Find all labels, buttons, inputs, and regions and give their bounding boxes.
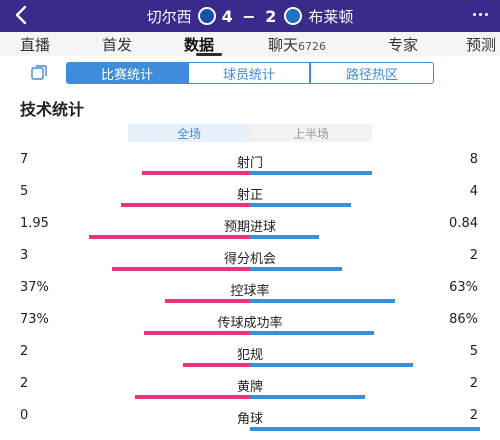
- home-stat-bar: [144, 331, 250, 335]
- stat-home-value: 73%: [20, 312, 49, 327]
- match-score: 4 − 2: [221, 6, 279, 26]
- home-stat-bar: [165, 299, 250, 303]
- away-team-badge-icon: [284, 7, 303, 25]
- home-stat-bar: [135, 395, 250, 399]
- stat-home-value: 0: [20, 408, 29, 423]
- stat-home-value: 2: [20, 376, 29, 391]
- tab-lineup[interactable]: 首发: [102, 36, 133, 54]
- segment-player-stats[interactable]: 球员统计: [188, 62, 310, 84]
- away-stat-bar: [250, 267, 342, 271]
- tab-predict[interactable]: 预测: [466, 36, 497, 54]
- stat-home-value: 2: [20, 344, 29, 359]
- stat-home-value: 3: [20, 248, 29, 263]
- stat-away-value: 8: [469, 152, 478, 167]
- more-options-icon[interactable]: [473, 13, 488, 16]
- stat-away-value: 0.84: [449, 216, 478, 231]
- away-stat-bar: [250, 235, 319, 239]
- stat-home-value: 37%: [20, 280, 49, 295]
- tab-data[interactable]: 数据: [184, 36, 215, 54]
- stat-away-value: 2: [469, 376, 478, 391]
- home-team-name: 切尔西: [146, 7, 192, 26]
- home-stat-bar: [112, 267, 250, 271]
- stat-label: 犯规: [236, 348, 263, 363]
- stat-away-value: 63%: [449, 280, 478, 295]
- away-stat-bar: [250, 427, 480, 431]
- away-stat-bar: [250, 331, 374, 335]
- home-stat-bar: [121, 203, 250, 207]
- stat-home-value: 1.95: [20, 216, 49, 231]
- share-screenshot-icon[interactable]: [30, 64, 48, 82]
- match-summary: 切尔西 4 − 2 布莱顿: [120, 0, 380, 32]
- stat-home-value: 7: [20, 152, 29, 167]
- tab-experts[interactable]: 专家: [388, 36, 419, 54]
- home-stat-bar: [142, 171, 250, 175]
- tab-live[interactable]: 直播: [20, 36, 51, 54]
- stat-label: 得分机会: [223, 252, 276, 267]
- stat-label: 射正: [236, 188, 263, 203]
- section-title: 技术统计: [20, 100, 85, 119]
- match-header: 切尔西 4 − 2 布莱顿: [0, 0, 500, 32]
- active-tab-indicator: [196, 53, 222, 56]
- stat-label: 角球: [236, 412, 263, 427]
- stat-label: 射门: [236, 156, 263, 171]
- home-stat-bar: [183, 363, 250, 367]
- home-stat-bar: [89, 235, 250, 239]
- segment-match-stats[interactable]: 比赛统计: [66, 62, 188, 84]
- stat-label: 控球率: [230, 284, 270, 299]
- tab-chat-label: 聊天: [268, 36, 299, 54]
- home-team-badge-icon: [197, 7, 216, 25]
- stat-away-value: 4: [469, 184, 478, 199]
- stat-label: 预期进球: [223, 220, 276, 235]
- match-tabs: 直播 首发 数据 聊天6726 专家 预测: [0, 32, 500, 56]
- back-arrow-icon[interactable]: [10, 3, 34, 27]
- stat-away-value: 86%: [449, 312, 478, 327]
- stat-label: 传球成功率: [217, 316, 283, 331]
- away-stat-bar: [250, 363, 413, 367]
- stat-away-value: 5: [469, 344, 478, 359]
- stat-away-value: 2: [469, 408, 478, 423]
- away-stat-bar: [250, 203, 351, 207]
- stat-label: 黄牌: [236, 380, 263, 395]
- stat-home-value: 5: [20, 184, 29, 199]
- away-team-name: 布莱顿: [308, 7, 354, 26]
- segment-heatmap[interactable]: 路径热区: [310, 62, 434, 84]
- away-stat-bar: [250, 395, 365, 399]
- chat-count: 6726: [298, 40, 327, 53]
- away-stat-bar: [250, 299, 395, 303]
- period-full-match[interactable]: 全场: [128, 124, 250, 142]
- away-stat-bar: [250, 171, 372, 175]
- stat-away-value: 2: [469, 248, 478, 263]
- tab-chat[interactable]: 聊天6726: [268, 34, 326, 55]
- period-first-half[interactable]: 上半场: [250, 124, 372, 142]
